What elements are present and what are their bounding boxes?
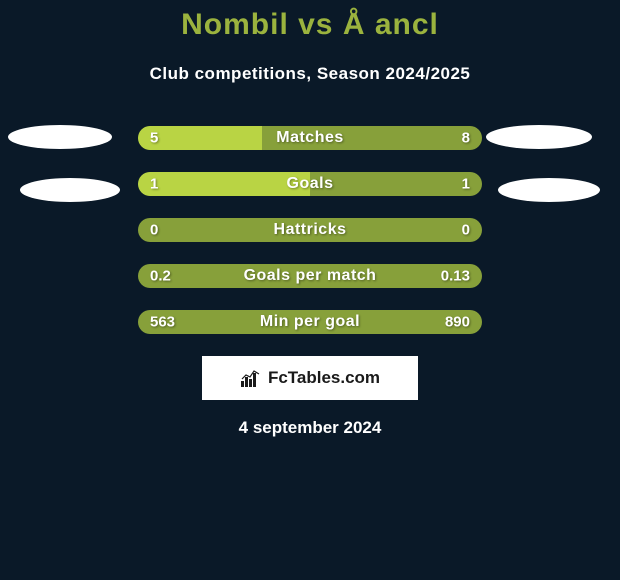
- logo-text: FcTables.com: [268, 368, 380, 388]
- logo-inner: FcTables.com: [240, 368, 380, 388]
- stat-bar-right-value: 0: [462, 222, 470, 239]
- stat-bar-label: Min per goal: [260, 313, 360, 331]
- stat-bar-label: Matches: [276, 129, 344, 147]
- stat-bar-row: Goals 1 1: [138, 172, 482, 196]
- team-badge-ellipse: [486, 125, 592, 149]
- stat-bar-right-value: 8: [462, 130, 470, 147]
- page-subtitle: Club competitions, Season 2024/2025: [0, 64, 620, 84]
- stat-bar-row: Matches 5 8: [138, 126, 482, 150]
- team-badge-ellipse: [20, 178, 120, 202]
- stat-bar-right-value: 890: [445, 314, 470, 331]
- stat-bar-left-value: 0.2: [150, 268, 171, 285]
- stat-bar-row: Hattricks 0 0: [138, 218, 482, 242]
- page-title: Nombil vs Å ancl: [0, 8, 620, 42]
- logo-box: FcTables.com: [202, 356, 418, 400]
- stat-bar-left-value: 5: [150, 130, 158, 147]
- stat-bar-right-value: 0.13: [441, 268, 470, 285]
- stat-bar-left-value: 1: [150, 176, 158, 193]
- stat-bar-right-value: 1: [462, 176, 470, 193]
- team-badge-ellipse: [8, 125, 112, 149]
- team-badge-ellipse: [498, 178, 600, 202]
- stat-bar-left-fill: [138, 172, 310, 196]
- root-container: Nombil vs Å ancl Club competitions, Seas…: [0, 0, 620, 438]
- stat-bar-row: Min per goal 563 890: [138, 310, 482, 334]
- stat-bar-row: Goals per match 0.2 0.13: [138, 264, 482, 288]
- stats-area: Matches 5 8 Goals 1 1 Hattricks 0 0 Goals per mat…: [0, 126, 620, 334]
- stat-bar-label: Goals: [287, 175, 334, 193]
- date-text: 4 september 2024: [0, 418, 620, 438]
- stat-bar-left-value: 563: [150, 314, 175, 331]
- stat-bar-label: Goals per match: [244, 267, 377, 285]
- stat-bar-left-value: 0: [150, 222, 158, 239]
- bar-chart-icon: [240, 369, 262, 387]
- stat-bar-label: Hattricks: [274, 221, 347, 239]
